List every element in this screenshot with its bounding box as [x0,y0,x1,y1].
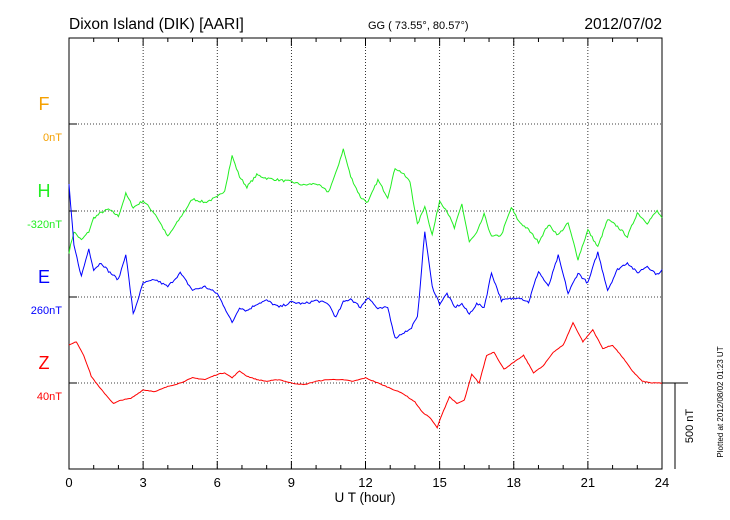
trace-e [68,184,663,339]
series-labels: F 0nT H -320nT E 260nT Z 40nT [27,94,62,403]
x-tick-label: 6 [214,475,221,490]
x-tick-label: 18 [507,475,521,490]
plotted-at-note: Plotted at 2012/08/02 01:23 UT [716,346,725,457]
scale-bar-label: 500 nT [684,409,696,444]
observation-date: 2012/07/02 [584,16,662,33]
series-baseline-h: -320nT [27,219,62,231]
series-letter-h: H [38,181,51,201]
x-axis-ticks [68,38,663,469]
x-tick-label: 12 [358,475,372,490]
series-baseline-z: 40nT [37,391,62,403]
scale-bar: 500 nT [662,382,696,469]
station-title: Dixon Island (DIK) [AARI] [69,16,244,33]
trace-z [68,321,663,429]
series-letter-z: Z [39,353,50,373]
x-tick-label: 3 [140,475,147,490]
x-tick-label: 24 [655,475,669,490]
x-tick-label: 9 [288,475,295,490]
series-letter-e: E [38,267,50,287]
station-coordinates: GG ( 73.55°, 80.57°) [368,20,469,32]
x-axis-label: U T (hour) [334,490,395,505]
trace-h [68,148,663,261]
series-baseline-e: 260nT [31,305,62,317]
series-letter-f: F [39,94,50,114]
series-baseline-f: 0nT [43,132,62,144]
x-tick-label: 15 [432,475,446,490]
series-traces [68,148,663,429]
x-tick-label: 0 [65,475,72,490]
x-axis-tick-labels: 0 3 6 9 12 15 18 21 24 [65,475,669,490]
x-tick-label: 21 [581,475,595,490]
